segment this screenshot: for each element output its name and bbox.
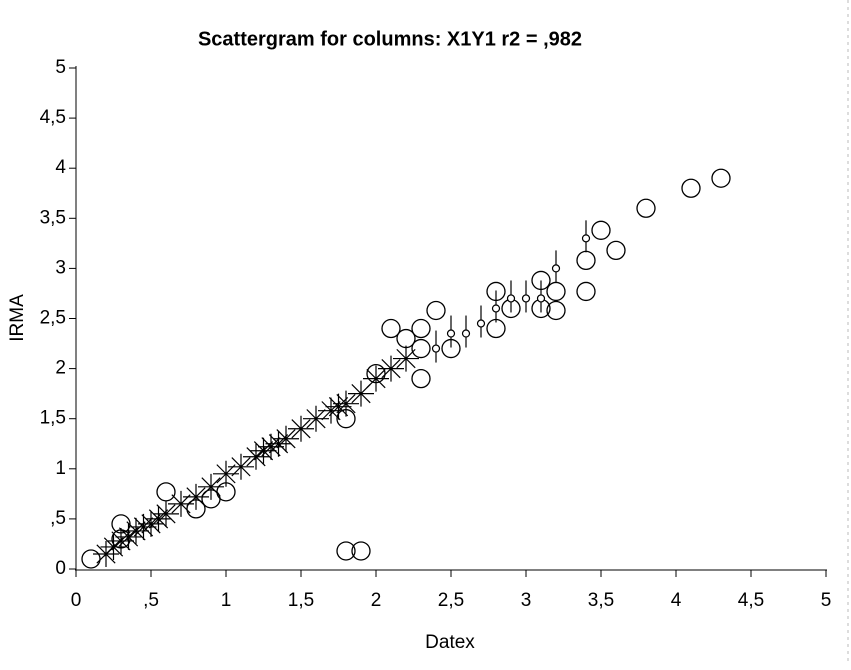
y-tick-label: 2,5 <box>40 308 66 329</box>
point-part <box>521 294 531 303</box>
y-tick-label: 4 <box>55 157 66 178</box>
x-tick-label: 2 <box>371 590 382 611</box>
point <box>183 483 209 510</box>
y-tick-label: 0 <box>55 558 66 579</box>
point <box>123 517 149 544</box>
y-tick-label: 4,5 <box>40 107 66 128</box>
y-tick-label: 1 <box>55 458 66 479</box>
x-tick-label: 5 <box>821 590 832 611</box>
point <box>333 390 359 417</box>
x-tick-label: 3,5 <box>588 590 614 611</box>
point <box>551 250 561 283</box>
point <box>393 345 419 372</box>
point <box>711 168 731 188</box>
point <box>506 280 516 313</box>
point <box>581 220 591 253</box>
point <box>411 338 431 359</box>
point <box>446 315 456 348</box>
point-part <box>491 304 501 313</box>
y-axis-label: IRMA <box>7 294 28 342</box>
point <box>461 315 471 348</box>
point <box>591 220 611 240</box>
point <box>100 533 127 560</box>
point <box>228 453 254 480</box>
point <box>536 280 546 313</box>
point <box>378 355 404 382</box>
point <box>606 240 626 261</box>
point-part <box>551 264 561 273</box>
point-part <box>506 294 516 303</box>
x-tick-label: ,5 <box>143 590 159 611</box>
point <box>130 513 157 540</box>
x-tick-label: 3 <box>521 590 532 611</box>
y-tick-label: 1,5 <box>40 408 66 429</box>
point <box>156 482 176 502</box>
point <box>258 433 284 460</box>
point <box>576 281 596 302</box>
point <box>213 460 239 487</box>
point <box>168 490 194 517</box>
point <box>491 290 501 323</box>
point <box>325 393 352 420</box>
point <box>411 368 431 389</box>
point <box>426 300 446 321</box>
point <box>243 443 269 470</box>
point <box>351 541 371 561</box>
point <box>145 505 172 532</box>
point <box>153 500 179 527</box>
x-tick-label: 4,5 <box>738 590 764 611</box>
point <box>265 430 292 457</box>
y-tick-label: 2 <box>55 358 66 379</box>
point-part <box>446 329 456 338</box>
y-tick-label: 3 <box>55 257 66 278</box>
point-part <box>461 329 471 338</box>
y-tick-label: 3,5 <box>40 207 66 228</box>
x-tick-label: 0 <box>71 590 82 611</box>
x-tick-label: 1,5 <box>288 590 314 611</box>
point <box>411 318 431 339</box>
point <box>521 280 531 313</box>
point-part <box>431 344 441 353</box>
y-tick-label: ,5 <box>50 508 66 529</box>
x-tick-label: 4 <box>671 590 682 611</box>
x-tick-label: 2,5 <box>438 590 464 611</box>
point <box>108 527 134 554</box>
point <box>303 405 329 432</box>
point <box>431 330 441 363</box>
y-tick-label: 5 <box>55 57 66 78</box>
chart-title: Scattergram for columns: X1Y1 r2 = ,982 <box>198 28 582 50</box>
point <box>336 541 356 561</box>
point <box>348 380 374 407</box>
x-tick-label: 1 <box>221 590 232 611</box>
point <box>636 198 656 218</box>
point-part <box>581 234 591 243</box>
point <box>318 397 344 424</box>
point <box>381 318 401 339</box>
point-part <box>476 319 486 328</box>
point <box>288 415 314 442</box>
point <box>363 365 389 392</box>
point <box>546 281 566 302</box>
point <box>476 305 486 338</box>
point <box>681 178 701 198</box>
point <box>115 523 142 550</box>
point <box>81 549 101 569</box>
point <box>546 300 566 321</box>
point <box>250 437 277 464</box>
point <box>273 425 299 452</box>
x-axis-label: Datex <box>425 632 475 653</box>
point <box>198 473 224 500</box>
point <box>138 510 164 537</box>
point-part <box>536 294 546 303</box>
